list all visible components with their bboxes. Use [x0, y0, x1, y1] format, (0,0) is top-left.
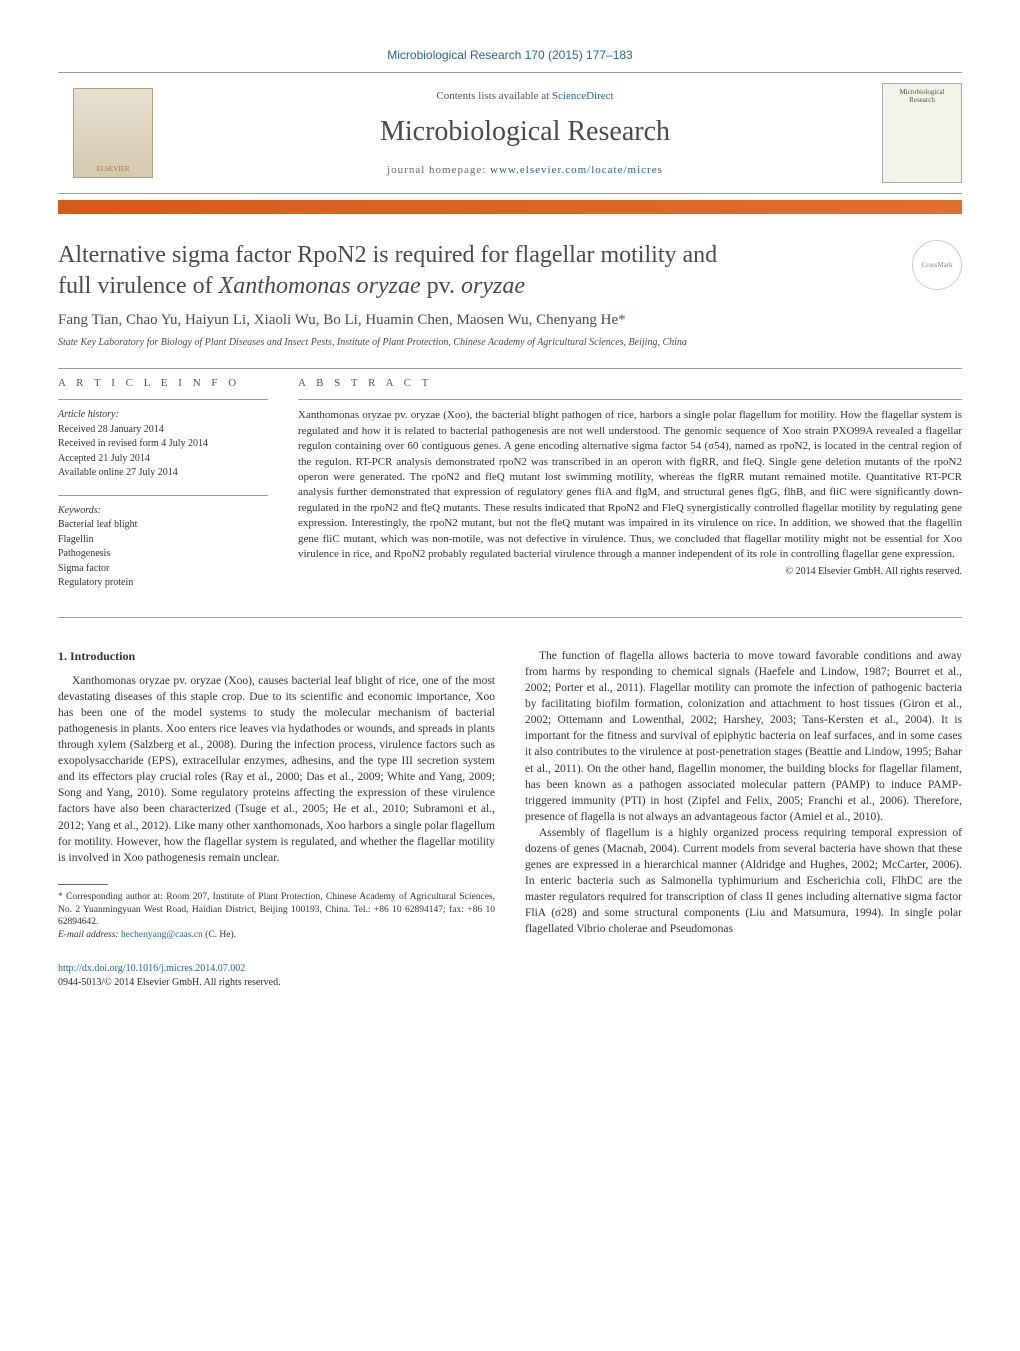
divider — [58, 495, 268, 496]
article-info-label: A R T I C L E I N F O — [58, 377, 268, 389]
section-heading: 1. Introduction — [58, 648, 495, 665]
body-column-left: 1. Introduction Xanthomonas oryzae pv. o… — [58, 648, 495, 942]
journal-banner: ELSEVIER Contents lists available at Sci… — [58, 72, 962, 194]
keywords-block: Keywords: Bacterial leaf blight Flagelli… — [58, 504, 268, 591]
title-line1: Alternative sigma factor RpoN2 is requir… — [58, 242, 717, 268]
contents-prefix: Contents lists available at — [436, 90, 551, 102]
divider — [58, 399, 268, 400]
citation-header: Microbiological Research 170 (2015) 177–… — [58, 48, 962, 62]
title-line2a: full virulence of — [58, 273, 219, 299]
title-line2c: pv. — [421, 273, 461, 299]
abstract-column: A B S T R A C T Xanthomonas oryzae pv. o… — [298, 377, 962, 605]
history-item: Received in revised form 4 July 2014 — [58, 437, 268, 452]
page-footer: http://dx.doi.org/10.1016/j.micres.2014.… — [58, 962, 962, 990]
footnote-separator — [58, 884, 108, 885]
keywords-head: Keywords: — [58, 504, 268, 519]
elsevier-logo-text: ELSEVIER — [96, 165, 129, 173]
history-head: Article history: — [58, 408, 268, 423]
authors-text: Fang Tian, Chao Yu, Haiyun Li, Xiaoli Wu… — [58, 312, 618, 328]
keyword: Pathogenesis — [58, 547, 268, 562]
keyword: Bacterial leaf blight — [58, 518, 268, 533]
body-paragraph: Assembly of flagellum is a highly organi… — [525, 825, 962, 938]
homepage-line: journal homepage: www.elsevier.com/locat… — [168, 164, 882, 176]
keyword: Flagellin — [58, 533, 268, 548]
article-history: Article history: Received 28 January 201… — [58, 408, 268, 481]
cover-label: Microbiological Research — [887, 88, 957, 104]
keyword: Sigma factor — [58, 562, 268, 577]
article-info-column: A R T I C L E I N F O Article history: R… — [58, 377, 268, 605]
homepage-prefix: journal homepage: — [387, 164, 490, 176]
accent-bar — [58, 200, 962, 214]
journal-name: Microbiological Research — [168, 116, 882, 148]
authors-line: Fang Tian, Chao Yu, Haiyun Li, Xiaoli Wu… — [58, 312, 962, 329]
crossmark-badge[interactable]: CrossMark — [912, 240, 962, 290]
elsevier-logo: ELSEVIER — [73, 88, 153, 178]
divider — [58, 617, 962, 618]
body-column-right: The function of flagella allows bacteria… — [525, 648, 962, 942]
divider — [298, 399, 962, 400]
footnotes: * Corresponding author at: Room 207, Ins… — [58, 891, 495, 942]
banner-center: Contents lists available at ScienceDirec… — [168, 90, 882, 176]
history-item: Available online 27 July 2014 — [58, 466, 268, 481]
contents-line: Contents lists available at ScienceDirec… — [168, 90, 882, 102]
journal-cover-thumb: Microbiological Research — [882, 83, 962, 183]
title-line2b: Xanthomonas oryzae — [219, 273, 421, 299]
divider — [58, 368, 962, 369]
doi-link[interactable]: http://dx.doi.org/10.1016/j.micres.2014.… — [58, 963, 245, 974]
email-label: E-mail address: — [58, 930, 121, 940]
body-paragraph: Xanthomonas oryzae pv. oryzae (Xoo), cau… — [58, 673, 495, 866]
sciencedirect-link[interactable]: ScienceDirect — [552, 90, 614, 102]
body-paragraph: The function of flagella allows bacteria… — [525, 648, 962, 825]
abstract-label: A B S T R A C T — [298, 377, 962, 389]
footer-rights: 0944-5013/© 2014 Elsevier GmbH. All righ… — [58, 977, 281, 988]
article-title: Alternative sigma factor RpoN2 is requir… — [58, 240, 892, 302]
abstract-copyright: © 2014 Elsevier GmbH. All rights reserve… — [298, 566, 962, 577]
keyword: Regulatory protein — [58, 576, 268, 591]
crossmark-label: CrossMark — [921, 261, 952, 269]
corresponding-author-note: * Corresponding author at: Room 207, Ins… — [58, 891, 495, 929]
email-suffix: (C. He). — [203, 930, 236, 940]
corresponding-mark: * — [618, 312, 626, 328]
affiliation: State Key Laboratory for Biology of Plan… — [58, 337, 962, 348]
abstract-text: Xanthomonas oryzae pv. oryzae (Xoo), the… — [298, 408, 962, 562]
history-item: Accepted 21 July 2014 — [58, 452, 268, 467]
publisher-logo-area: ELSEVIER — [58, 88, 168, 178]
homepage-link[interactable]: www.elsevier.com/locate/micres — [490, 164, 663, 176]
email-link[interactable]: hechenyang@caas.cn — [121, 930, 203, 940]
title-line2d: oryzae — [461, 273, 525, 299]
history-item: Received 28 January 2014 — [58, 423, 268, 438]
